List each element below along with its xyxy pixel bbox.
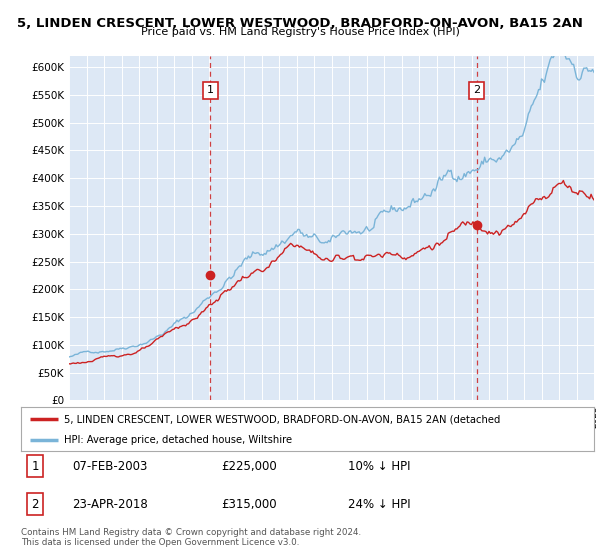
Text: HPI: Average price, detached house, Wiltshire: HPI: Average price, detached house, Wilt… xyxy=(64,435,292,445)
Text: 10% ↓ HPI: 10% ↓ HPI xyxy=(347,460,410,473)
Text: 2: 2 xyxy=(31,498,39,511)
Text: 1: 1 xyxy=(207,86,214,95)
Text: 2: 2 xyxy=(473,86,481,95)
Text: 1: 1 xyxy=(31,460,39,473)
Text: 5, LINDEN CRESCENT, LOWER WESTWOOD, BRADFORD-ON-AVON, BA15 2AN: 5, LINDEN CRESCENT, LOWER WESTWOOD, BRAD… xyxy=(17,17,583,30)
Text: 24% ↓ HPI: 24% ↓ HPI xyxy=(347,498,410,511)
Text: Contains HM Land Registry data © Crown copyright and database right 2024.
This d: Contains HM Land Registry data © Crown c… xyxy=(21,528,361,547)
Text: 07-FEB-2003: 07-FEB-2003 xyxy=(73,460,148,473)
Text: £225,000: £225,000 xyxy=(221,460,277,473)
Text: £315,000: £315,000 xyxy=(221,498,277,511)
Text: 5, LINDEN CRESCENT, LOWER WESTWOOD, BRADFORD-ON-AVON, BA15 2AN (detached: 5, LINDEN CRESCENT, LOWER WESTWOOD, BRAD… xyxy=(64,414,500,424)
Text: 23-APR-2018: 23-APR-2018 xyxy=(73,498,148,511)
Text: Price paid vs. HM Land Registry's House Price Index (HPI): Price paid vs. HM Land Registry's House … xyxy=(140,27,460,37)
